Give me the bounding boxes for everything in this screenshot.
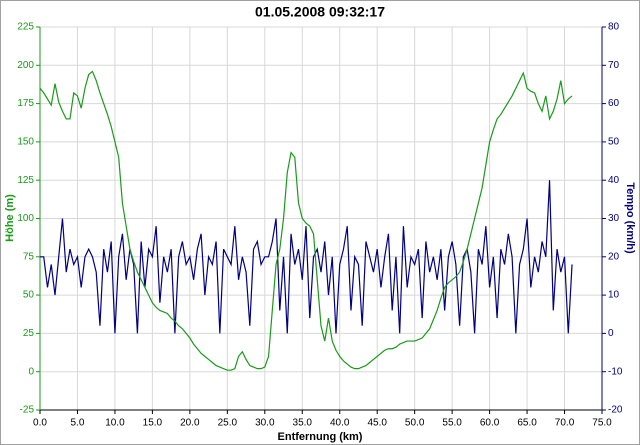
y-tick-label: 150	[17, 137, 34, 148]
y2-tick-label: -20	[608, 405, 623, 416]
y-tick-label: 0	[28, 366, 34, 377]
y-tick-label: 50	[23, 290, 35, 301]
y2-tick-label: 50	[608, 137, 620, 148]
x-tick-label: 40.0	[330, 418, 350, 429]
x-tick-label: 45.0	[367, 418, 387, 429]
y2-tick-label: 0	[608, 328, 614, 339]
x-tick-label: 10.0	[105, 418, 125, 429]
y2-axis-label: Tempo (km/h)	[624, 182, 636, 254]
x-tick-label: 55.0	[442, 418, 462, 429]
y-tick-label: 225	[17, 22, 34, 33]
y2-tick-label: 60	[608, 98, 620, 109]
x-tick-label: 75.0	[592, 418, 612, 429]
chart-title: 01.05.2008 09:32:17	[255, 4, 385, 20]
x-tick-label: 70.0	[555, 418, 575, 429]
x-tick-label: 5.0	[71, 418, 85, 429]
x-tick-label: 20.0	[180, 418, 200, 429]
y2-tick-label: 70	[608, 60, 620, 71]
y-tick-label: 200	[17, 60, 34, 71]
y-tick-label: -25	[20, 405, 35, 416]
y2-tick-label: 10	[608, 290, 620, 301]
line-series	[40, 180, 573, 334]
y2-tick-label: 40	[608, 175, 620, 186]
x-tick-label: 15.0	[143, 418, 163, 429]
line-series	[39, 70, 573, 371]
x-tick-label: 0.0	[33, 418, 47, 429]
x-axis-label: Entfernung (km)	[278, 431, 363, 443]
x-tick-label: 60.0	[480, 418, 500, 429]
x-tick-label: 30.0	[255, 418, 275, 429]
x-tick-label: 35.0	[293, 418, 313, 429]
x-tick-label: 65.0	[517, 418, 537, 429]
y-tick-label: 175	[17, 98, 34, 109]
y2-tick-label: -10	[608, 366, 623, 377]
y-tick-label: 75	[23, 251, 35, 262]
y2-tick-label: 80	[608, 22, 620, 33]
x-tick-label: 25.0	[218, 418, 238, 429]
y-tick-label: 125	[17, 175, 34, 186]
y-tick-label: 25	[23, 328, 35, 339]
y-axis-label: Höhe (m)	[4, 194, 16, 242]
y2-tick-label: 20	[608, 251, 620, 262]
y2-tick-label: 30	[608, 213, 620, 224]
y-tick-label: 100	[17, 213, 34, 224]
x-tick-label: 50.0	[405, 418, 425, 429]
